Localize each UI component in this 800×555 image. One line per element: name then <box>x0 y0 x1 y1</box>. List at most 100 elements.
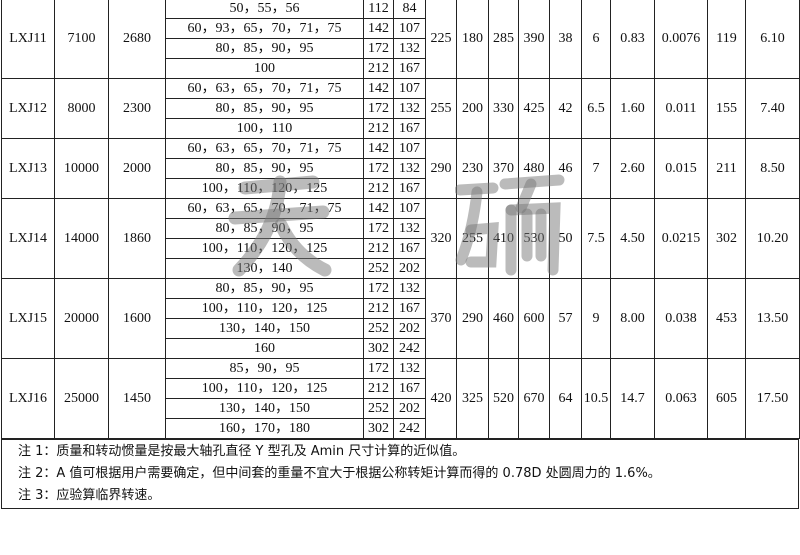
model-cell: LXJ16 <box>1 358 55 439</box>
length-cell: 252 <box>363 318 394 339</box>
table-row: LXJ13 10000 2000 60，63，65，70，71，75 142 107 290… <box>1 138 800 199</box>
bore-diameters-cell: 80，85，90，95 <box>165 38 364 59</box>
dimension-cell: 2.60 <box>610 138 655 199</box>
table-row: 80，85，90，95 172 132 <box>2 38 800 59</box>
bore-diameters-cell: 100 <box>165 58 364 79</box>
length-cell: 172 <box>363 38 394 59</box>
dimension-cell: 290 <box>456 278 489 359</box>
length-cell: 167 <box>393 178 426 199</box>
note-1: 注 1：质量和转动惯量是按最大轴孔直径 Y 型孔及 Amin 尺寸计算的近似值。 <box>18 444 466 459</box>
dimension-cell: 0.011 <box>654 78 708 139</box>
dimension-cell: 14.7 <box>610 358 655 439</box>
dimension-cell: 255 <box>425 78 457 139</box>
length-cell: 202 <box>393 318 426 339</box>
table-row: 60，93，65，70，71，75 142 107 <box>2 18 800 39</box>
dimension-cell: 285 <box>488 0 519 79</box>
length-cell: 112 <box>363 0 394 19</box>
length-cell: 107 <box>393 138 426 159</box>
length-cell: 142 <box>363 138 394 159</box>
speed-cell: 1600 <box>108 278 166 359</box>
length-cell: 212 <box>363 238 394 259</box>
dimension-cell: 7 <box>581 138 611 199</box>
length-cell: 302 <box>363 418 394 439</box>
document: LXJ11 7100 2680 50，55，56 112 84 225 180 285 390 38… <box>1 0 800 509</box>
torque-cell: 10000 <box>54 138 109 199</box>
bore-diameters-cell: 80，85，90，95 <box>165 278 364 299</box>
dimension-cell: 480 <box>518 138 550 199</box>
length-cell: 167 <box>393 58 426 79</box>
dimension-cell: 7.40 <box>745 78 800 139</box>
table-row: 100，110 212 167 <box>2 118 800 139</box>
dimension-cell: 46 <box>549 138 582 199</box>
bore-diameters-cell: 100，110，120，125 <box>165 178 364 199</box>
table-notes: 注 1：质量和转动惯量是按最大轴孔直径 Y 型孔及 Amin 尺寸计算的近似值。… <box>1 438 799 509</box>
speed-cell: 2680 <box>108 0 166 79</box>
dimension-cell: 325 <box>456 358 489 439</box>
dimension-cell: 600 <box>518 278 550 359</box>
length-cell: 132 <box>393 218 426 239</box>
length-cell: 172 <box>363 158 394 179</box>
length-cell: 302 <box>363 338 394 359</box>
dimension-cell: 38 <box>549 0 582 79</box>
length-cell: 132 <box>393 98 426 119</box>
bore-diameters-cell: 100，110，120，125 <box>165 238 364 259</box>
dimension-cell: 320 <box>425 198 457 279</box>
bore-diameters-cell: 130，140，150 <box>165 318 364 339</box>
dimension-cell: 290 <box>425 138 457 199</box>
note-2: 注 2：A 值可根据用户需要确定，但中间套的重量不宜大于根据公称转矩计算而得的 … <box>18 466 661 481</box>
length-cell: 172 <box>363 278 394 299</box>
bore-diameters-cell: 80，85，90，95 <box>165 218 364 239</box>
torque-cell: 25000 <box>54 358 109 439</box>
bore-diameters-cell: 80，85，90，95 <box>165 158 364 179</box>
bore-diameters-cell: 130，140，150 <box>165 398 364 419</box>
length-cell: 202 <box>393 398 426 419</box>
dimension-cell: 302 <box>707 198 746 279</box>
length-cell: 242 <box>393 418 426 439</box>
dimension-cell: 390 <box>518 0 550 79</box>
dimension-cell: 13.50 <box>745 278 800 359</box>
bore-diameters-cell: 100，110，120，125 <box>165 378 364 399</box>
bore-diameters-cell: 130，140 <box>165 258 364 279</box>
speed-cell: 1450 <box>108 358 166 439</box>
model-cell: LXJ13 <box>1 138 55 199</box>
table-row: 100，110，120，125 212 167 <box>2 378 800 399</box>
note-3: 注 3：应验算临界转速。 <box>18 488 161 503</box>
dimension-cell: 8.50 <box>745 138 800 199</box>
table-row: 80，85，90，95 172 132 <box>2 158 800 179</box>
table-row: 130，140，150 252 202 <box>2 318 800 339</box>
length-cell: 202 <box>393 258 426 279</box>
length-cell: 212 <box>363 378 394 399</box>
dimension-cell: 8.00 <box>610 278 655 359</box>
dimension-cell: 0.83 <box>610 0 655 79</box>
dimension-cell: 225 <box>425 0 457 79</box>
length-cell: 212 <box>363 178 394 199</box>
bore-diameters-cell: 160 <box>165 338 364 359</box>
length-cell: 212 <box>363 58 394 79</box>
dimension-cell: 530 <box>518 198 550 279</box>
dimension-cell: 0.0076 <box>654 0 708 79</box>
model-cell: LXJ15 <box>1 278 55 359</box>
model-cell: LXJ11 <box>1 0 55 79</box>
speed-cell: 2300 <box>108 78 166 139</box>
speed-cell: 2000 <box>108 138 166 199</box>
length-cell: 107 <box>393 198 426 219</box>
dimension-cell: 10.20 <box>745 198 800 279</box>
dimension-cell: 0.0215 <box>654 198 708 279</box>
torque-cell: 7100 <box>54 0 109 79</box>
bore-diameters-cell: 100，110，120，125 <box>165 298 364 319</box>
length-cell: 132 <box>393 358 426 379</box>
bore-diameters-cell: 60，63，65，70，71，75 <box>165 138 364 159</box>
dimension-cell: 50 <box>549 198 582 279</box>
length-cell: 212 <box>363 118 394 139</box>
bore-diameters-cell: 80，85，90，95 <box>165 98 364 119</box>
dimension-cell: 255 <box>456 198 489 279</box>
bore-diameters-cell: 60，93，65，70，71，75 <box>165 18 364 39</box>
length-cell: 252 <box>363 258 394 279</box>
dimension-cell: 370 <box>425 278 457 359</box>
dimension-cell: 42 <box>549 78 582 139</box>
dimension-cell: 460 <box>488 278 519 359</box>
dimension-cell: 520 <box>488 358 519 439</box>
length-cell: 84 <box>393 0 426 19</box>
bore-diameters-cell: 100，110 <box>165 118 364 139</box>
dimension-cell: 330 <box>488 78 519 139</box>
